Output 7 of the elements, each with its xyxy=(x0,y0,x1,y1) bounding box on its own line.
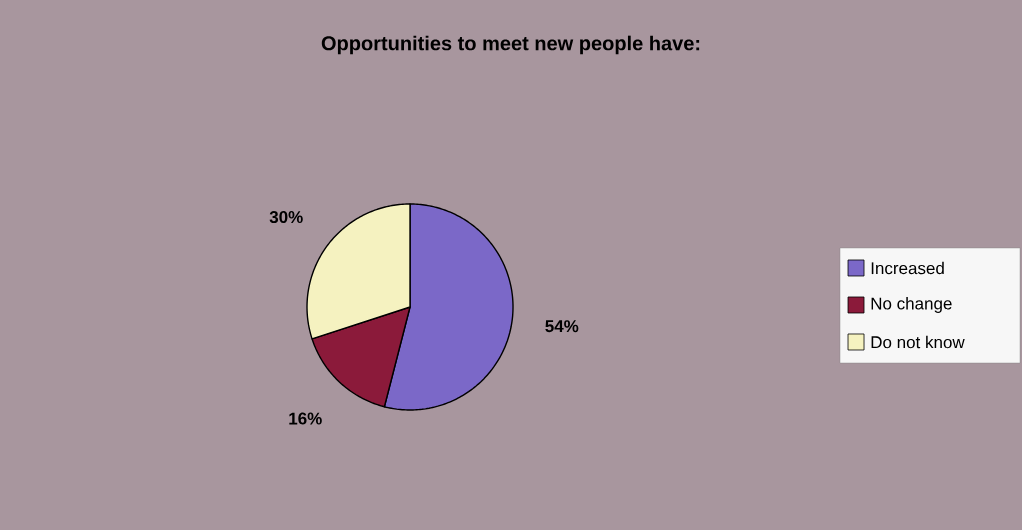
legend-label: Do not know xyxy=(871,335,965,349)
data-label: 30% xyxy=(269,211,303,224)
data-label: 54% xyxy=(545,320,579,333)
legend-label: No change xyxy=(871,297,952,313)
chart-title: Opportunities to meet new people have: xyxy=(321,35,700,55)
data-label: 16% xyxy=(289,412,322,425)
legend-label: Increased xyxy=(871,261,944,275)
